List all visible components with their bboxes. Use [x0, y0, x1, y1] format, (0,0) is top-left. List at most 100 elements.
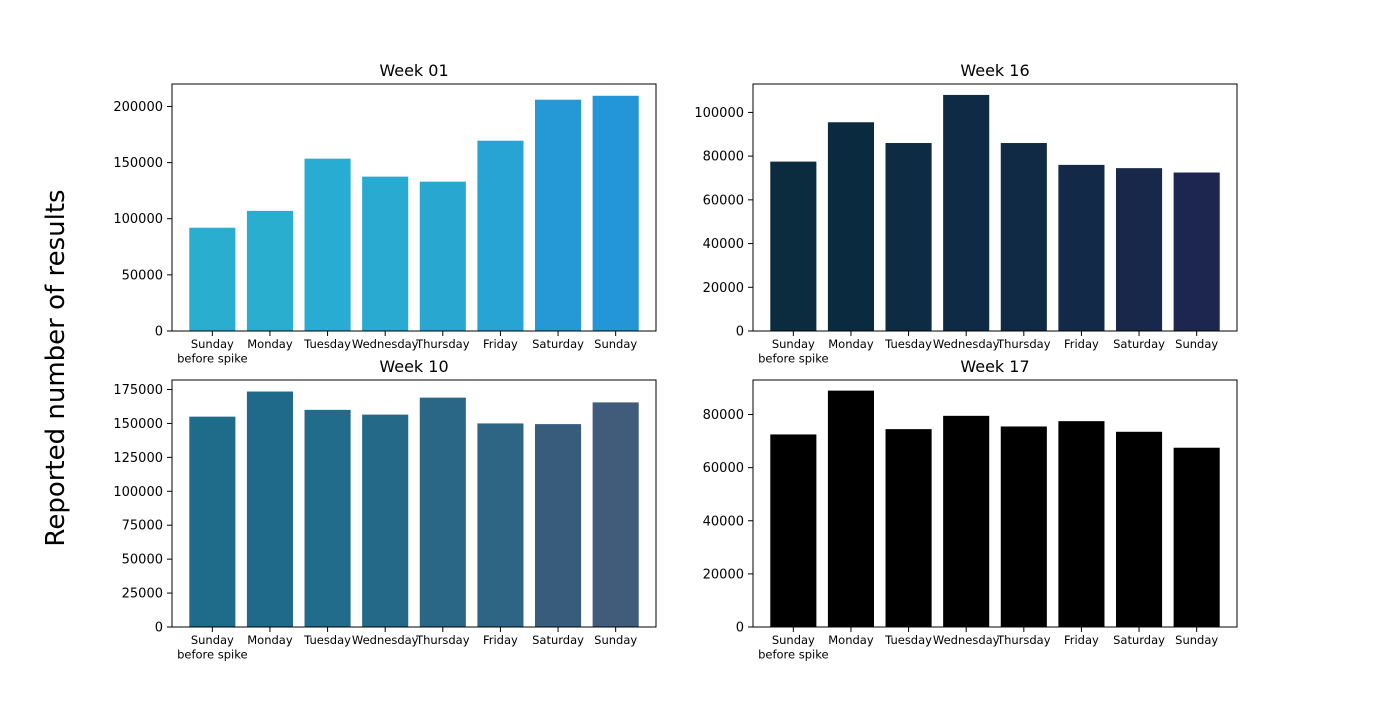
- bar-5: [1000, 426, 1047, 627]
- bar-7: [535, 424, 582, 627]
- x-tick-label: Sunday: [1175, 633, 1218, 647]
- bar-2: [827, 122, 874, 331]
- chart-panel-3: Week 10 0 25000 50000 75000 100000 125000 15000…: [113, 357, 657, 662]
- bar-1: [770, 434, 817, 627]
- x-tick-label: Friday: [1064, 633, 1099, 647]
- chart-title: Week 16: [960, 61, 1029, 80]
- x-tick-label: Wednesday: [352, 633, 419, 647]
- bar-8: [1173, 172, 1220, 331]
- y-tick-label: 40000: [703, 237, 744, 252]
- x-tick-label: Monday: [247, 337, 293, 351]
- bar-4: [943, 415, 990, 627]
- x-tick-label: Sunday: [1175, 337, 1218, 351]
- x-tick-label: Sunday before spike: [758, 633, 828, 662]
- bar-6: [1058, 164, 1105, 331]
- y-tick-label: 80000: [703, 150, 744, 165]
- plot-frame: [171, 379, 657, 628]
- bar-1: [189, 416, 236, 627]
- bar-5: [419, 181, 466, 331]
- bar-5: [1000, 143, 1047, 331]
- x-tick-label: Tuesday: [884, 633, 932, 647]
- x-tick-label: Tuesday: [303, 633, 351, 647]
- y-tick-label: 20000: [703, 281, 744, 296]
- bar-6: [1058, 421, 1105, 627]
- x-tick-label: Wednesday: [933, 633, 1000, 647]
- bar-6: [477, 140, 524, 331]
- bar-4: [362, 414, 409, 627]
- x-tick-label: Tuesday: [884, 337, 932, 351]
- x-tick-label: Friday: [1064, 337, 1099, 351]
- bar-7: [535, 99, 582, 331]
- y-tick-label: 100000: [113, 485, 163, 500]
- x-tick-label: Sunday before spike: [177, 633, 247, 662]
- plot-frame: [752, 379, 1238, 628]
- y-tick-label: 60000: [703, 193, 744, 208]
- x-tick-label: Sunday before spike: [758, 337, 828, 366]
- bar-3: [304, 158, 351, 331]
- y-tick-label: 50000: [122, 553, 163, 568]
- chart-panel-1: Week 01 0 50000 100000 150000 200000 Sunday bef…: [113, 61, 657, 366]
- bar-1: [770, 161, 817, 331]
- chart-title: Week 01: [379, 61, 448, 80]
- bar-6: [477, 423, 524, 627]
- x-tick-label: Sunday: [594, 633, 637, 647]
- bar-8: [1173, 447, 1220, 627]
- y-tick-label: 40000: [703, 514, 744, 529]
- y-tick-label: 175000: [113, 383, 163, 398]
- plot-frame: [171, 83, 657, 332]
- bar-7: [1116, 168, 1163, 331]
- x-tick-label: Sunday before spike: [177, 337, 247, 366]
- y-tick-label: 100000: [694, 106, 744, 121]
- x-tick-label: Monday: [247, 633, 293, 647]
- y-tick-label: 100000: [113, 212, 163, 227]
- y-tick-label: 150000: [113, 417, 163, 432]
- bar-2: [246, 391, 293, 627]
- y-tick-label: 50000: [122, 268, 163, 283]
- plot-frame: [752, 83, 1238, 332]
- y-tick-label: 0: [736, 621, 744, 636]
- bar-2: [246, 210, 293, 331]
- y-tick-label: 150000: [113, 156, 163, 171]
- y-tick-label: 0: [155, 621, 163, 636]
- bar-7: [1116, 431, 1163, 627]
- bar-4: [362, 176, 409, 332]
- chart-panel-2: Week 16 0 20000 40000 60000 80000 100000 Sunday…: [694, 61, 1238, 366]
- bar-8: [592, 402, 639, 627]
- x-tick-label: Saturday: [1113, 337, 1165, 351]
- y-tick-label: 0: [155, 325, 163, 340]
- y-tick-label: 0: [736, 325, 744, 340]
- x-tick-label: Friday: [483, 337, 518, 351]
- x-tick-label: Monday: [828, 633, 874, 647]
- y-tick-label: 200000: [113, 100, 163, 115]
- bar-2: [827, 390, 874, 627]
- x-tick-label: Monday: [828, 337, 874, 351]
- x-tick-label: Wednesday: [352, 337, 419, 351]
- bar-5: [419, 397, 466, 627]
- bar-3: [885, 143, 932, 331]
- bar-4: [943, 94, 990, 332]
- y-tick-label: 75000: [122, 519, 163, 534]
- chart-title: Week 17: [960, 357, 1029, 376]
- bar-1: [189, 227, 236, 331]
- bar-3: [885, 429, 932, 627]
- x-tick-label: Friday: [483, 633, 518, 647]
- chart-panel-4: Week 17 0 20000 40000 60000 80000 Sunday before…: [703, 357, 1238, 662]
- figure-ylabel: Reported number of results: [41, 189, 71, 546]
- chart-title: Week 10: [379, 357, 448, 376]
- x-tick-label: Wednesday: [933, 337, 1000, 351]
- x-tick-label: Thursday: [996, 633, 1051, 647]
- x-tick-label: Saturday: [1113, 633, 1165, 647]
- x-tick-label: Saturday: [532, 633, 584, 647]
- x-tick-label: Tuesday: [303, 337, 351, 351]
- y-tick-label: 80000: [703, 408, 744, 423]
- x-tick-label: Thursday: [415, 633, 470, 647]
- x-tick-label: Sunday: [594, 337, 637, 351]
- x-tick-label: Saturday: [532, 337, 584, 351]
- bar-8: [592, 95, 639, 331]
- y-tick-label: 25000: [122, 587, 163, 602]
- y-tick-label: 125000: [113, 451, 163, 466]
- y-tick-label: 60000: [703, 461, 744, 476]
- x-tick-label: Thursday: [415, 337, 470, 351]
